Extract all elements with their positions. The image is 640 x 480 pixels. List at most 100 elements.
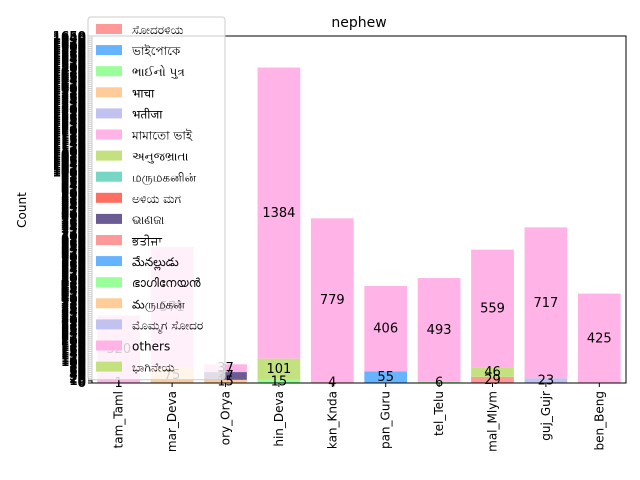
- y-tick-label: 340: [61, 304, 86, 318]
- y-tick-label: 160: [61, 342, 86, 356]
- y-tick-label: 950: [61, 176, 86, 190]
- x-tick-label: kan_Knda: [325, 391, 339, 449]
- y-ticks-group: 0102030405060708090100110120130140150160…: [53, 29, 92, 390]
- y-tick-label: 200: [61, 334, 86, 348]
- y-axis-label: Count: [15, 192, 29, 228]
- y-tick-label: 620: [61, 246, 86, 260]
- y-tick-label: 760: [61, 216, 86, 230]
- y-tick-label: 1060: [53, 153, 86, 167]
- segment-value-label: 779: [320, 293, 345, 308]
- y-tick-label: 1180: [53, 128, 86, 142]
- y-tick-label: 990: [61, 168, 86, 182]
- y-tick-label: 1470: [53, 67, 86, 81]
- y-tick-label: 270: [61, 319, 86, 333]
- legend-label: ಭಾಗಿನೇಯ: [132, 361, 175, 375]
- y-tick-label: 680: [61, 233, 86, 247]
- y-tick-label: 690: [61, 231, 86, 245]
- bar-segment: [471, 249, 514, 368]
- segment-value-label: 101: [266, 362, 291, 377]
- x-tick-label: mal_Mlym: [486, 391, 500, 452]
- y-tick-label: 350: [61, 302, 86, 316]
- y-tick-label: 1630: [53, 33, 86, 47]
- y-tick-label: 300: [61, 313, 86, 327]
- y-tick-label: 870: [61, 193, 86, 207]
- bar-segment: [364, 371, 408, 383]
- legend-label: भाचा: [132, 86, 155, 100]
- y-tick-label: 580: [61, 254, 86, 268]
- legend-label: others: [132, 340, 170, 354]
- y-tick-label: 130: [61, 349, 86, 363]
- y-tick-label: 1200: [53, 124, 86, 138]
- y-tick-label: 1010: [53, 164, 86, 178]
- y-tick-label: 1280: [53, 107, 86, 121]
- y-tick-label: 820: [61, 204, 86, 218]
- y-tick-label: 1250: [53, 113, 86, 127]
- y-tick-label: 220: [61, 330, 86, 344]
- segment-value-label: 717: [533, 296, 558, 311]
- x-tick-label: mar_Deva: [165, 391, 179, 452]
- x-tick-label: hin_Deva: [272, 391, 286, 447]
- y-tick-label: 40: [69, 368, 86, 382]
- segment-value-label: 29: [484, 373, 501, 388]
- y-tick-label: 930: [61, 180, 86, 194]
- segment-value-label: 425: [587, 331, 612, 346]
- legend-swatch: [96, 45, 122, 56]
- y-tick-label: 430: [61, 286, 86, 300]
- legend-label: ಸೋದರಳಿಯ: [132, 23, 184, 37]
- legend-swatch: [96, 171, 122, 182]
- legend-label: మருமகன்: [132, 297, 185, 312]
- y-tick-label: 1430: [53, 75, 86, 89]
- legend-swatch: [96, 256, 122, 267]
- y-tick-label: 1360: [53, 90, 86, 104]
- y-tick-label: 530: [61, 265, 86, 279]
- legend-box: [87, 16, 226, 381]
- x-tick-label: tam_Taml: [112, 391, 126, 448]
- y-tick-label: 280: [61, 317, 86, 331]
- y-tick-label: 120: [61, 351, 86, 365]
- y-tick-label: 1030: [53, 159, 86, 173]
- legend-swatch: [96, 340, 122, 351]
- bar-segment: [471, 367, 514, 377]
- y-tick-label: 1380: [53, 86, 86, 100]
- y-tick-label: 1290: [53, 105, 86, 119]
- y-tick-label: 560: [61, 258, 86, 272]
- y-tick-label: 1550: [53, 50, 86, 64]
- bar-segment: [417, 381, 461, 383]
- y-tick-label: 1400: [53, 82, 86, 96]
- y-tick-label: 470: [61, 277, 86, 291]
- y-tick-label: 710: [61, 227, 86, 241]
- y-tick-label: 250: [61, 323, 86, 337]
- y-tick-label: 1130: [53, 138, 86, 152]
- y-tick-label: 840: [61, 199, 86, 213]
- y-tick-label: 1600: [53, 40, 86, 54]
- y-tick-label: 1100: [53, 145, 86, 159]
- y-tick-label: 500: [61, 271, 86, 285]
- x-tick-label: pan_Guru: [379, 391, 393, 449]
- y-tick-label: 1420: [53, 77, 86, 91]
- y-tick-label: 1560: [53, 48, 86, 62]
- y-tick-label: 520: [61, 267, 86, 281]
- y-tick-label: 210: [61, 332, 86, 346]
- y-tick-label: 370: [61, 298, 86, 312]
- bar-segment: [257, 67, 301, 359]
- legend-swatch: [96, 213, 122, 224]
- bar-segment: [524, 227, 568, 379]
- segment-value-label: 23: [538, 374, 555, 389]
- bar-segment: [310, 218, 354, 383]
- y-tick-label: 630: [61, 244, 86, 258]
- y-tick-label: 780: [61, 212, 86, 226]
- y-tick-label: 240: [61, 326, 86, 340]
- y-tick-label: 290: [61, 315, 86, 329]
- y-tick-label: 1490: [53, 63, 86, 77]
- y-tick-label: 640: [61, 241, 86, 255]
- y-tick-label: 860: [61, 195, 86, 209]
- y-tick-label: 190: [61, 336, 86, 350]
- legend-label: ಮೊಮ್ಮಗ ಸೋದರ: [132, 318, 203, 334]
- y-tick-label: 150: [61, 344, 86, 358]
- y-tick-label: 1170: [53, 130, 86, 144]
- legend-label: মামাতো ভাই: [131, 129, 193, 143]
- y-tick-label: 230: [61, 328, 86, 342]
- y-tick-label: 20: [69, 372, 86, 386]
- y-tick-label: 1110: [53, 143, 86, 157]
- y-tick-label: 1120: [53, 140, 86, 154]
